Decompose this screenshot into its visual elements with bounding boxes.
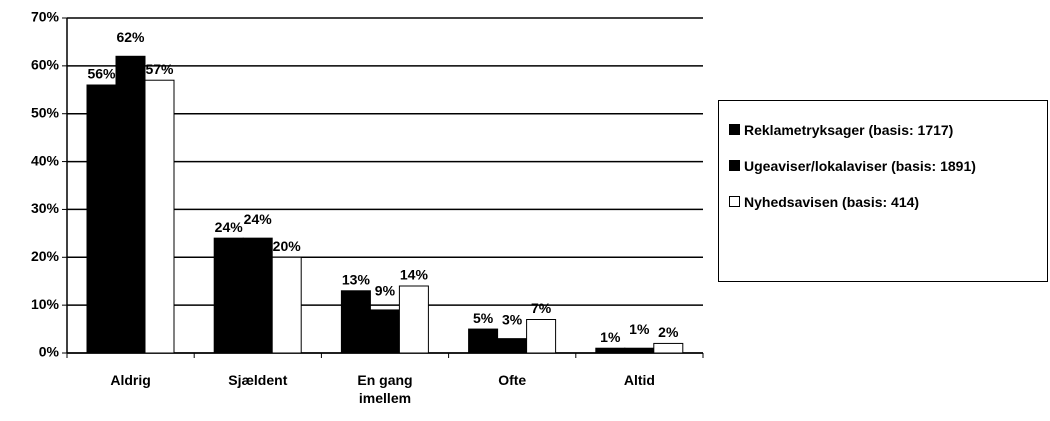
data-label: 3% xyxy=(502,311,523,327)
legend-swatch xyxy=(729,160,740,171)
data-label: 7% xyxy=(531,300,552,316)
data-label: 5% xyxy=(473,310,494,326)
bar xyxy=(242,237,273,354)
data-label: 1% xyxy=(600,329,621,345)
bar xyxy=(468,328,499,354)
x-tick-label: Sjældent xyxy=(228,372,288,388)
data-label: 13% xyxy=(342,271,371,287)
bar xyxy=(340,290,371,354)
data-label: 56% xyxy=(87,66,116,82)
data-label: 2% xyxy=(658,324,679,340)
bar xyxy=(497,338,528,354)
bar xyxy=(526,319,557,354)
x-tick-label: En gang imellem xyxy=(357,372,413,406)
data-label: 20% xyxy=(273,238,302,254)
y-tick-label: 40% xyxy=(31,152,60,168)
data-label: 1% xyxy=(629,321,650,337)
bar xyxy=(271,256,302,354)
y-tick-label: 0% xyxy=(39,344,60,360)
legend-item: Reklametryksager (basis: 1717) xyxy=(729,121,1041,139)
y-tick-label: 20% xyxy=(31,248,60,264)
legend-swatch xyxy=(729,124,740,135)
bar xyxy=(595,347,626,354)
x-tick-label: Ofte xyxy=(498,372,527,388)
bar xyxy=(213,237,244,354)
y-tick-label: 50% xyxy=(31,104,60,120)
legend-item: Nyhedsavisen (basis: 414) xyxy=(729,193,1041,211)
data-label: 57% xyxy=(145,61,174,77)
bar xyxy=(369,309,400,354)
bar xyxy=(144,79,175,354)
data-label: 24% xyxy=(215,219,244,235)
y-tick-label: 70% xyxy=(31,9,60,25)
x-tick-label: Aldrig xyxy=(110,372,151,388)
y-tick-label: 30% xyxy=(31,200,60,216)
data-label: 14% xyxy=(400,267,429,283)
legend: Reklametryksager (basis: 1717) Ugeaviser/… xyxy=(718,100,1048,282)
legend-label: Reklametryksager (basis: 1717) xyxy=(744,122,954,138)
bar xyxy=(398,285,429,354)
data-label: 24% xyxy=(244,211,273,227)
data-label: 62% xyxy=(116,29,145,45)
bar xyxy=(653,342,684,354)
legend-item: Ugeaviser/lokalaviser (basis: 1891) xyxy=(729,157,1041,175)
y-tick-label: 60% xyxy=(31,57,60,73)
bar xyxy=(624,347,655,354)
data-label: 9% xyxy=(375,283,396,299)
bar xyxy=(86,84,117,354)
x-tick-label: Altid xyxy=(623,372,655,388)
legend-label: Ugeaviser/lokalaviser (basis: 1891) xyxy=(744,158,976,174)
bar xyxy=(115,55,146,354)
legend-label: Nyhedsavisen (basis: 414) xyxy=(744,194,920,210)
legend-swatch xyxy=(729,196,740,207)
y-tick-label: 10% xyxy=(31,296,60,312)
